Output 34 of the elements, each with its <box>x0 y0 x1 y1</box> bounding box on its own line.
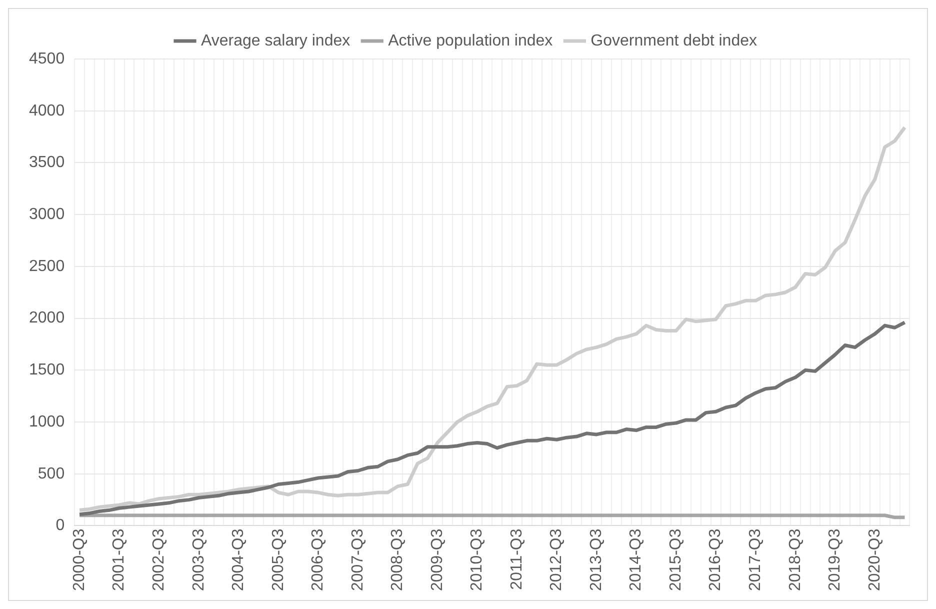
y-tick-label: 2000 <box>29 310 65 327</box>
y-tick-label: 1500 <box>29 362 65 379</box>
x-tick-label: 2016-Q3 <box>707 528 724 591</box>
x-tick-label: 2014-Q3 <box>628 528 645 591</box>
x-tick-label: 2010-Q3 <box>468 528 486 591</box>
x-tick-label: 2018-Q3 <box>786 528 804 591</box>
x-tick-label: 2017-Q3 <box>747 528 764 591</box>
x-tick-label: 2012-Q3 <box>548 528 566 591</box>
x-tick-label: 2007-Q3 <box>349 528 366 591</box>
x-tick-label: 2015-Q3 <box>667 528 684 591</box>
x-tick-label: 2004-Q3 <box>230 528 248 591</box>
x-tick-label: 2009-Q3 <box>428 528 446 591</box>
y-tick-label: 3500 <box>29 154 65 172</box>
legend-label: Government debt index <box>590 32 758 50</box>
x-tick-label: 2005-Q3 <box>270 528 287 591</box>
legend-label: Active population index <box>388 32 553 50</box>
x-tick-label: 2020-Q3 <box>866 528 884 591</box>
y-tick-label: 4000 <box>29 102 65 120</box>
y-tick-label: 0 <box>56 517 65 534</box>
x-tick-label: 2000-Q3 <box>70 528 88 591</box>
y-tick-label: 500 <box>38 465 65 482</box>
x-tick-label: 2003-Q3 <box>190 528 208 591</box>
y-tick-label: 3000 <box>29 206 65 223</box>
y-tick-label: 2500 <box>29 258 65 275</box>
legend-label: Average salary index <box>201 32 350 50</box>
x-tick-label: 2006-Q3 <box>310 528 327 591</box>
x-tick-label: 2011-Q3 <box>508 528 526 590</box>
x-tick-label: 2001-Q3 <box>110 528 128 591</box>
y-tick-label: 4500 <box>29 50 65 68</box>
y-tick-label: 1000 <box>29 413 65 430</box>
x-tick-label: 2002-Q3 <box>150 528 168 591</box>
x-tick-label: 2019-Q3 <box>826 528 844 591</box>
x-tick-label: 2013-Q3 <box>588 528 605 591</box>
x-tick-label: 2008-Q3 <box>389 528 406 591</box>
